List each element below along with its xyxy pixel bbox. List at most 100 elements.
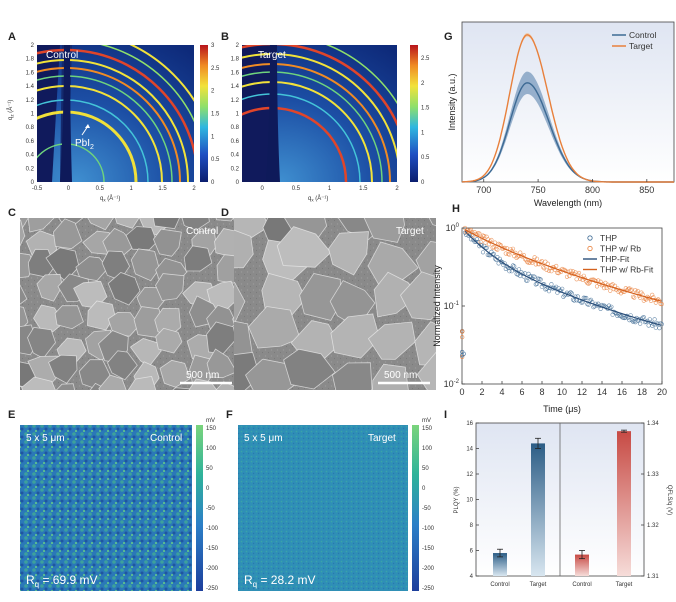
colorbar-tick-label: -150 [422, 546, 435, 552]
rq-value-e: Rq = 69.9 mV [26, 573, 98, 589]
sem-grain [330, 313, 381, 359]
y-tick-label: 0.6 [26, 139, 35, 145]
sem-grain [55, 383, 76, 390]
sem-grain [183, 245, 213, 272]
y-axis-label-a: qz (Å⁻¹) [7, 100, 15, 120]
series-h [460, 225, 664, 360]
data-point-1 [570, 269, 576, 274]
data-point-0 [549, 282, 554, 287]
sem-grain [181, 218, 210, 231]
data-point-0 [539, 284, 544, 289]
data-point-1 [484, 234, 489, 239]
x-tick-label: 20 [657, 387, 667, 397]
x-category-label: Target [530, 582, 547, 588]
data-point-0 [515, 272, 520, 277]
series-line-target [461, 34, 674, 183]
y-tick-label: 1.4 [26, 84, 35, 90]
panel-letter-d: D [221, 207, 229, 219]
data-point-0 [638, 321, 643, 326]
panel-g-pl-spectra: G 700 750 800 850 Wavelength (nm) Intensity… [444, 21, 675, 208]
data-point-0 [659, 322, 664, 327]
sem-grain [87, 300, 116, 331]
colorbar-unit-f: mV [422, 418, 431, 424]
data-point-0 [480, 250, 486, 255]
plot-area-g [461, 21, 675, 183]
colorbar-tick-label: -50 [206, 506, 215, 512]
colorbar-tick-label: 0 [422, 486, 426, 492]
sem-grain [48, 354, 78, 384]
data-point-0 [473, 239, 478, 244]
sem-grain [115, 218, 140, 229]
colorbar-f [412, 425, 419, 591]
x-tick-label: 0 [261, 186, 265, 192]
y-tick-label: 0.8 [26, 125, 35, 131]
colorbar-tick-label: 1.5 [211, 112, 220, 118]
sem-grain [155, 273, 185, 301]
sem-grain [27, 218, 55, 233]
x-tick-label: 2 [479, 387, 484, 397]
y-tick-label: 0 [31, 180, 35, 186]
sem-grain [415, 240, 436, 281]
bar-qfls-control [575, 554, 589, 576]
panel-letter-e: E [8, 409, 15, 421]
x-tick-label: 1.5 [158, 186, 167, 192]
colorbar-tick-label: 50 [206, 466, 213, 472]
y-tick-exponent: -2 [454, 379, 460, 385]
y-tick-label-right: 1.31 [647, 574, 659, 580]
x-tick-label: 800 [585, 185, 600, 195]
data-point-1 [594, 284, 600, 289]
data-point-1 [608, 288, 613, 293]
y-tick-label: 0.8 [231, 125, 240, 131]
series-band-control [462, 71, 674, 182]
panel-letter-i: I [444, 409, 447, 421]
data-point-1 [556, 271, 561, 276]
data-point-0 [657, 326, 662, 331]
giwaxs-rings-b [242, 45, 397, 182]
colorbar-tick-label: 150 [206, 426, 217, 432]
sem-grain [283, 348, 336, 390]
panel-letter-a: A [8, 31, 16, 43]
legend-label: THP w/ Rb [600, 244, 641, 254]
colorbar-ticks-a: 0 0.5 1 1.5 2 2.5 3 [211, 43, 220, 186]
x-tick-label: 0.5 [96, 186, 105, 192]
scale-bar-label-c: 500 nm [186, 370, 219, 381]
legend-label: THP [600, 233, 617, 243]
panel-f-kpfm-target: F 5 x 5 μm Target Rq = 28.2 mV mV 150 100… [226, 409, 435, 592]
y-tick-base: 10 [446, 223, 456, 233]
sem-grain [299, 273, 342, 321]
y-tick-label: 10-2 [444, 379, 460, 389]
sem-grain [78, 359, 111, 390]
sem-grain [248, 306, 301, 349]
data-point-0 [582, 295, 588, 301]
panel-a-giwaxs-control: A Control PbI2 0 0.2 0.4 0.6 0.8 1 1.2 1.4 1.6 1.… [7, 31, 220, 203]
colorbar-tick-label: -100 [206, 526, 219, 532]
sem-grain [20, 306, 29, 331]
colorbar-a [200, 45, 208, 182]
panel-letter-h: H [452, 203, 460, 215]
x-tick-label: 4 [499, 387, 504, 397]
y-tick-label-right: 1.32 [647, 523, 659, 529]
panel-b-giwaxs-target: B Target 0 0.2 0.4 0.6 0.8 1 1.2 1.4 1.6 1.8 2 0 0.… [221, 31, 430, 203]
y-tick-label: 0.4 [231, 153, 240, 159]
y-axis-label-h: Normalized Intensity [432, 265, 442, 347]
data-point-0 [503, 266, 508, 272]
colorbar-tick-label: -50 [422, 506, 431, 512]
bar-plqy-target [531, 443, 545, 576]
y-axis-label-g: Intensity (a.u.) [447, 73, 457, 130]
panel-c-sem-control: C Control 500 nm [8, 207, 238, 390]
colorbar-tick-label: -200 [422, 566, 435, 572]
y-ticks-b: 0 0.2 0.4 0.6 0.8 1 1.2 1.4 1.6 1.8 2 [231, 43, 240, 186]
y-tick-label-left: 4 [470, 574, 474, 580]
colorbar-ticks-b: 0 0.5 1 1.5 2 2.5 [421, 56, 430, 186]
panel-letter-b: B [221, 31, 229, 43]
x-tick-label: 2 [395, 186, 399, 192]
scale-bar-label-d: 500 nm [384, 370, 417, 381]
data-point-1 [468, 228, 474, 233]
giwaxs-rings-a [37, 45, 194, 182]
sem-grain [107, 311, 140, 337]
x-tick-label: 16 [617, 387, 627, 397]
y-tick-label: 1.2 [26, 98, 35, 104]
colorbar-tick-label: 100 [206, 446, 217, 452]
